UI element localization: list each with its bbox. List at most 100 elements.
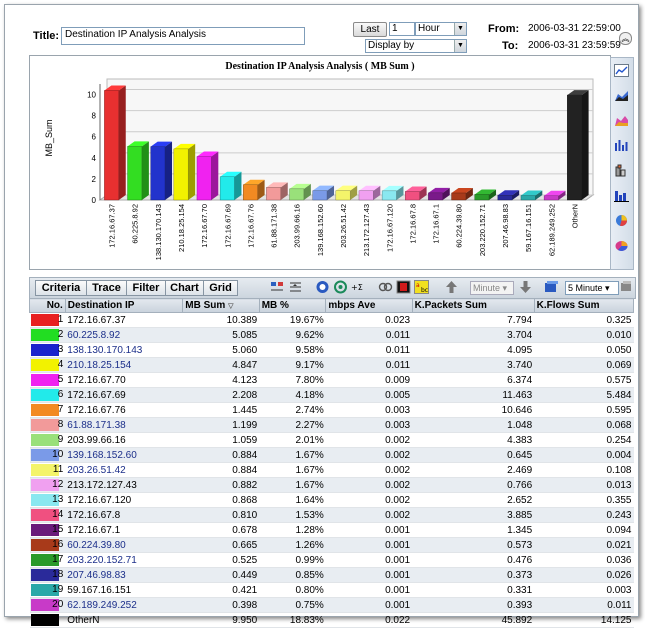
- color-swatch: [30, 314, 59, 326]
- table-row[interactable]: 10 139.168.152.60 0.884 1.67% 0.002 0.645 0.00…: [29, 447, 634, 463]
- table-row[interactable]: 15 172.16.67.1 0.678 1.28% 0.001 1.345 0.094: [29, 522, 634, 538]
- chart-bar[interactable]: [312, 185, 335, 201]
- chart-bar[interactable]: [196, 151, 219, 201]
- chart-bar[interactable]: [266, 182, 288, 201]
- color-icon[interactable]: [396, 280, 411, 294]
- chart-bar[interactable]: [451, 187, 473, 201]
- ip-cell[interactable]: 138.130.170.143: [65, 342, 183, 358]
- 3d-bar-chart-icon[interactable]: [614, 164, 629, 177]
- chart-bar-top: [567, 90, 589, 96]
- sum-icon[interactable]: +Σ: [350, 280, 365, 294]
- col-mb-pct[interactable]: MB %: [258, 298, 327, 313]
- chart-bar[interactable]: [127, 141, 149, 201]
- col-destination-ip[interactable]: Destination IP: [64, 298, 184, 313]
- display-by-select[interactable]: Display by ▼: [365, 39, 467, 53]
- tab-criteria[interactable]: Criteria: [35, 280, 87, 296]
- col-kpackets-sum[interactable]: K.Packets Sum: [411, 298, 535, 313]
- chart-bar[interactable]: [173, 143, 196, 201]
- table-row[interactable]: 19 59.167.16.151 0.421 0.80% 0.001 0.331 0.003: [29, 582, 634, 598]
- refresh-icon[interactable]: [315, 280, 330, 294]
- chart-bar-top: [451, 187, 473, 193]
- table-row[interactable]: 17 203.220.152.71 0.525 0.99% 0.001 0.476 0.03…: [29, 552, 634, 568]
- kflows-cell: 5.484: [534, 387, 634, 403]
- tab-grid[interactable]: Grid: [203, 280, 238, 296]
- chart-bar[interactable]: [150, 141, 173, 201]
- interval-select[interactable]: 5 Minute ▾: [565, 281, 619, 295]
- col-kflows-sum[interactable]: K.Flows Sum: [533, 298, 635, 313]
- table-row[interactable]: 14 172.16.67.8 0.810 1.53% 0.002 3.885 0.243: [29, 507, 634, 523]
- area-chart-icon[interactable]: [614, 89, 629, 102]
- export-icon[interactable]: [544, 280, 559, 294]
- ip-cell[interactable]: 61.88.171.38: [65, 417, 183, 433]
- table-row[interactable]: 20 62.189.249.252 0.398 0.75% 0.001 0.393 0.01…: [29, 597, 634, 613]
- unit-select[interactable]: Hour ▼: [415, 22, 467, 36]
- chart-bar[interactable]: [289, 183, 311, 201]
- table-row[interactable]: 9 203.99.66.16 1.059 2.01% 0.002 4.383 0.254: [29, 432, 634, 448]
- settings-icon[interactable]: [620, 280, 633, 294]
- chart-bar[interactable]: [428, 187, 450, 201]
- last-button[interactable]: Last: [353, 22, 387, 37]
- mbps-cell: 0.001: [325, 567, 413, 583]
- tab-chart[interactable]: Chart: [165, 280, 204, 296]
- fit-columns-icon[interactable]: [288, 280, 303, 294]
- chart-bar[interactable]: [219, 171, 242, 201]
- table-row[interactable]: 6 172.16.67.69 2.208 4.18% 0.005 11.463 5.484: [29, 387, 634, 403]
- last-count-input[interactable]: 1: [389, 22, 415, 36]
- arrow-down-icon[interactable]: [518, 280, 533, 294]
- stacked-bar-icon[interactable]: [614, 189, 629, 202]
- ip-cell[interactable]: 60.225.8.92: [65, 327, 183, 343]
- ip-cell[interactable]: 210.18.25.154: [65, 357, 183, 373]
- table-row[interactable]: 11 203.26.51.42 0.884 1.67% 0.002 2.469 0.108: [29, 462, 634, 478]
- 3d-pie-chart-icon[interactable]: [614, 239, 629, 252]
- arrow-up-icon[interactable]: [444, 280, 459, 294]
- row-number: 4: [57, 359, 64, 370]
- chart-bar[interactable]: [358, 185, 381, 201]
- chart-bar[interactable]: [543, 190, 566, 201]
- reload-icon[interactable]: [333, 280, 348, 294]
- title-input[interactable]: Destination IP Analysis Analysis: [61, 27, 305, 45]
- link-icon[interactable]: [378, 280, 393, 294]
- table-row[interactable]: OtherN 9.950 18.83% 0.022 45.892 14.125: [29, 612, 634, 628]
- mbps-cell: 0.002: [325, 507, 413, 523]
- table-row[interactable]: 1 172.16.67.37 10.389 19.67% 0.023 7.794 0.325: [29, 312, 634, 328]
- ip-cell[interactable]: 207.46.98.83: [65, 567, 183, 583]
- table-row[interactable]: 2 60.225.8.92 5.085 9.62% 0.011 3.704 0.010: [29, 327, 634, 343]
- tab-trace[interactable]: Trace: [86, 280, 127, 296]
- pie-chart-icon[interactable]: [614, 214, 629, 227]
- col-no[interactable]: No.: [29, 298, 66, 313]
- ip-cell[interactable]: 203.26.51.42: [65, 462, 183, 478]
- ip-cell[interactable]: 203.220.152.71: [65, 552, 183, 568]
- ip-cell[interactable]: 139.168.152.60: [65, 447, 183, 463]
- table-row[interactable]: 12 213.172.127.43 0.882 1.67% 0.002 0.766 0.01…: [29, 477, 634, 493]
- tab-filter[interactable]: Filter: [126, 280, 166, 296]
- col-mbps-ave[interactable]: mbps Ave: [325, 298, 413, 313]
- chart-bar[interactable]: [335, 185, 358, 201]
- table-row[interactable]: 5 172.16.67.70 4.123 7.80% 0.009 6.374 0.575: [29, 372, 634, 388]
- table-row[interactable]: 16 60.224.39.80 0.665 1.26% 0.001 0.573 0.021: [29, 537, 634, 553]
- chart-bar[interactable]: [381, 185, 404, 201]
- line-chart-icon[interactable]: [614, 64, 629, 77]
- ip-cell[interactable]: 60.224.39.80: [65, 537, 183, 553]
- chart-bar[interactable]: [474, 189, 497, 201]
- table-row[interactable]: 18 207.46.98.83 0.449 0.85% 0.001 0.373 0.026: [29, 567, 634, 583]
- x-tick-label: 61.88.171.38: [270, 204, 279, 248]
- text-format-icon[interactable]: abc: [414, 280, 429, 294]
- chart-bar[interactable]: [243, 179, 265, 201]
- chart-bar[interactable]: [104, 85, 126, 201]
- bar-chart-icon[interactable]: [614, 139, 629, 152]
- minute-select[interactable]: Minute ▾: [470, 281, 514, 295]
- table-row[interactable]: 4 210.18.25.154 4.847 9.17% 0.011 3.740 0.069: [29, 357, 634, 373]
- chart-bar[interactable]: [497, 190, 520, 201]
- collapse-icon[interactable]: ︽: [619, 32, 632, 45]
- table-row[interactable]: 7 172.16.67.76 1.445 2.74% 0.003 10.646 0.595: [29, 402, 634, 418]
- ip-cell[interactable]: 62.189.249.252: [65, 597, 183, 613]
- 3d-area-chart-icon[interactable]: [614, 114, 629, 127]
- chart-bar[interactable]: [405, 186, 427, 201]
- chart-bar[interactable]: [520, 190, 543, 201]
- chart-bar[interactable]: [567, 90, 589, 201]
- sort-icon[interactable]: [270, 280, 285, 294]
- table-row[interactable]: 8 61.88.171.38 1.199 2.27% 0.003 1.048 0.068: [29, 417, 634, 433]
- col-mb-sum[interactable]: MB Sum ▽: [182, 298, 260, 313]
- table-row[interactable]: 3 138.130.170.143 5.060 9.58% 0.011 4.095 0.05…: [29, 342, 634, 358]
- table-row[interactable]: 13 172.16.67.120 0.868 1.64% 0.002 2.652 0.355: [29, 492, 634, 508]
